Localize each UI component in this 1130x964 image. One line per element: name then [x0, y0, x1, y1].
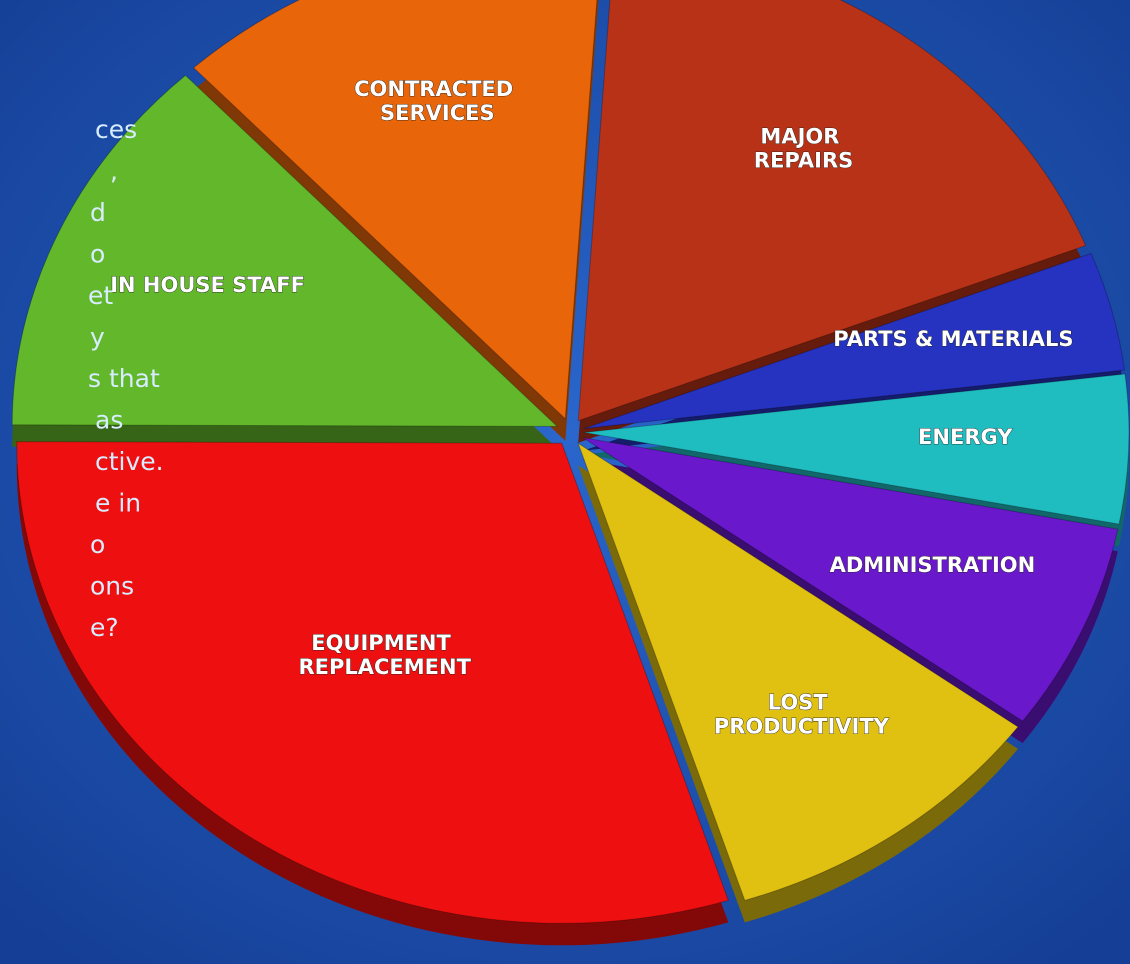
slice-label: ADMINISTRATION: [830, 553, 1036, 577]
slice: [582, 437, 1119, 722]
slice-label: LOST PRODUCTIVITY: [714, 691, 890, 739]
slice-label: EQUIPMENT REPLACEMENT: [298, 631, 471, 679]
slide-text-fragment: s that: [88, 364, 160, 393]
slide-text-fragment: y: [90, 323, 105, 352]
slide-text-fragment: o: [90, 240, 105, 269]
slice: [11, 74, 559, 427]
slice: [577, 0, 1087, 422]
slice: [192, 0, 598, 420]
slice-label: PARTS & MATERIALS: [833, 327, 1073, 351]
slice-label: MAJOR REPAIRS: [754, 124, 853, 172]
slide-text-fragment: ons: [90, 572, 134, 601]
slide-text-fragment: ces: [95, 115, 137, 144]
slide-text-fragment: e?: [90, 613, 119, 642]
slice: [583, 252, 1126, 430]
slice-label: IN HOUSE STAFF: [110, 273, 305, 297]
slide-text-fragment: e in: [95, 489, 141, 518]
slide-text-fragment: o: [90, 530, 105, 559]
slice-label: CONTRACTED SERVICES: [354, 77, 520, 125]
slice: [16, 441, 729, 924]
slice-label: ENERGY: [918, 425, 1013, 449]
slide-text-fragment: d: [90, 198, 106, 227]
slide-text-fragment: et: [88, 281, 113, 310]
slide-text-fragment: as: [95, 406, 123, 435]
slice: [583, 373, 1130, 525]
slide-text-fragment: ctive.: [95, 447, 164, 476]
slide-text-fragment: ,: [110, 157, 118, 186]
slice: [577, 442, 1019, 901]
